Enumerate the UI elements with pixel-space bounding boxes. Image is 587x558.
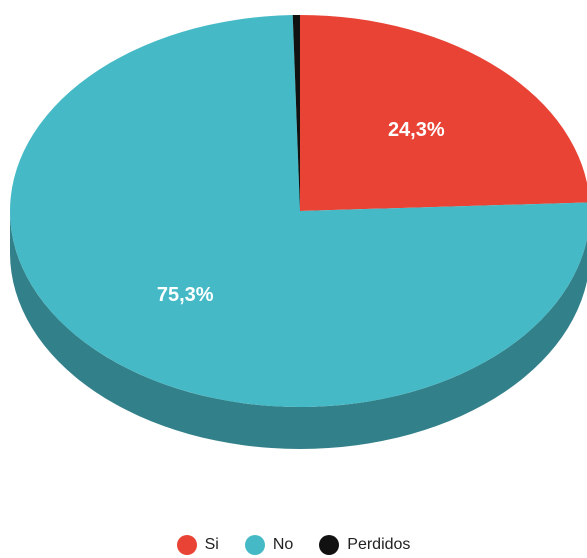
- legend-label-no: No: [272, 536, 294, 553]
- data-label-no: 75,3%: [157, 284, 214, 306]
- pie-slice-si: [300, 15, 587, 211]
- pie-side-no: [10, 211, 587, 449]
- pie-top-group: [10, 15, 587, 407]
- data-label-si: 24,3%: [388, 119, 445, 141]
- legend-label-perdidos: Perdidos: [347, 536, 411, 553]
- legend: Si No Perdidos: [0, 532, 587, 558]
- legend-item-no: No: [244, 535, 294, 555]
- legend-swatch-perdidos: [319, 535, 340, 555]
- legend-label-si: Si: [204, 536, 219, 553]
- data-label-group: 24,3% 75,3%: [157, 119, 445, 306]
- legend-swatch-no: [244, 535, 265, 555]
- legend-swatch-si: [176, 535, 197, 555]
- pie-slice-perdidos: [292, 15, 300, 211]
- pie-slice-no: [10, 15, 587, 407]
- legend-item-si: Si: [176, 535, 219, 555]
- legend-item-perdidos: Perdidos: [319, 535, 410, 555]
- pie-depth-group: [10, 211, 587, 449]
